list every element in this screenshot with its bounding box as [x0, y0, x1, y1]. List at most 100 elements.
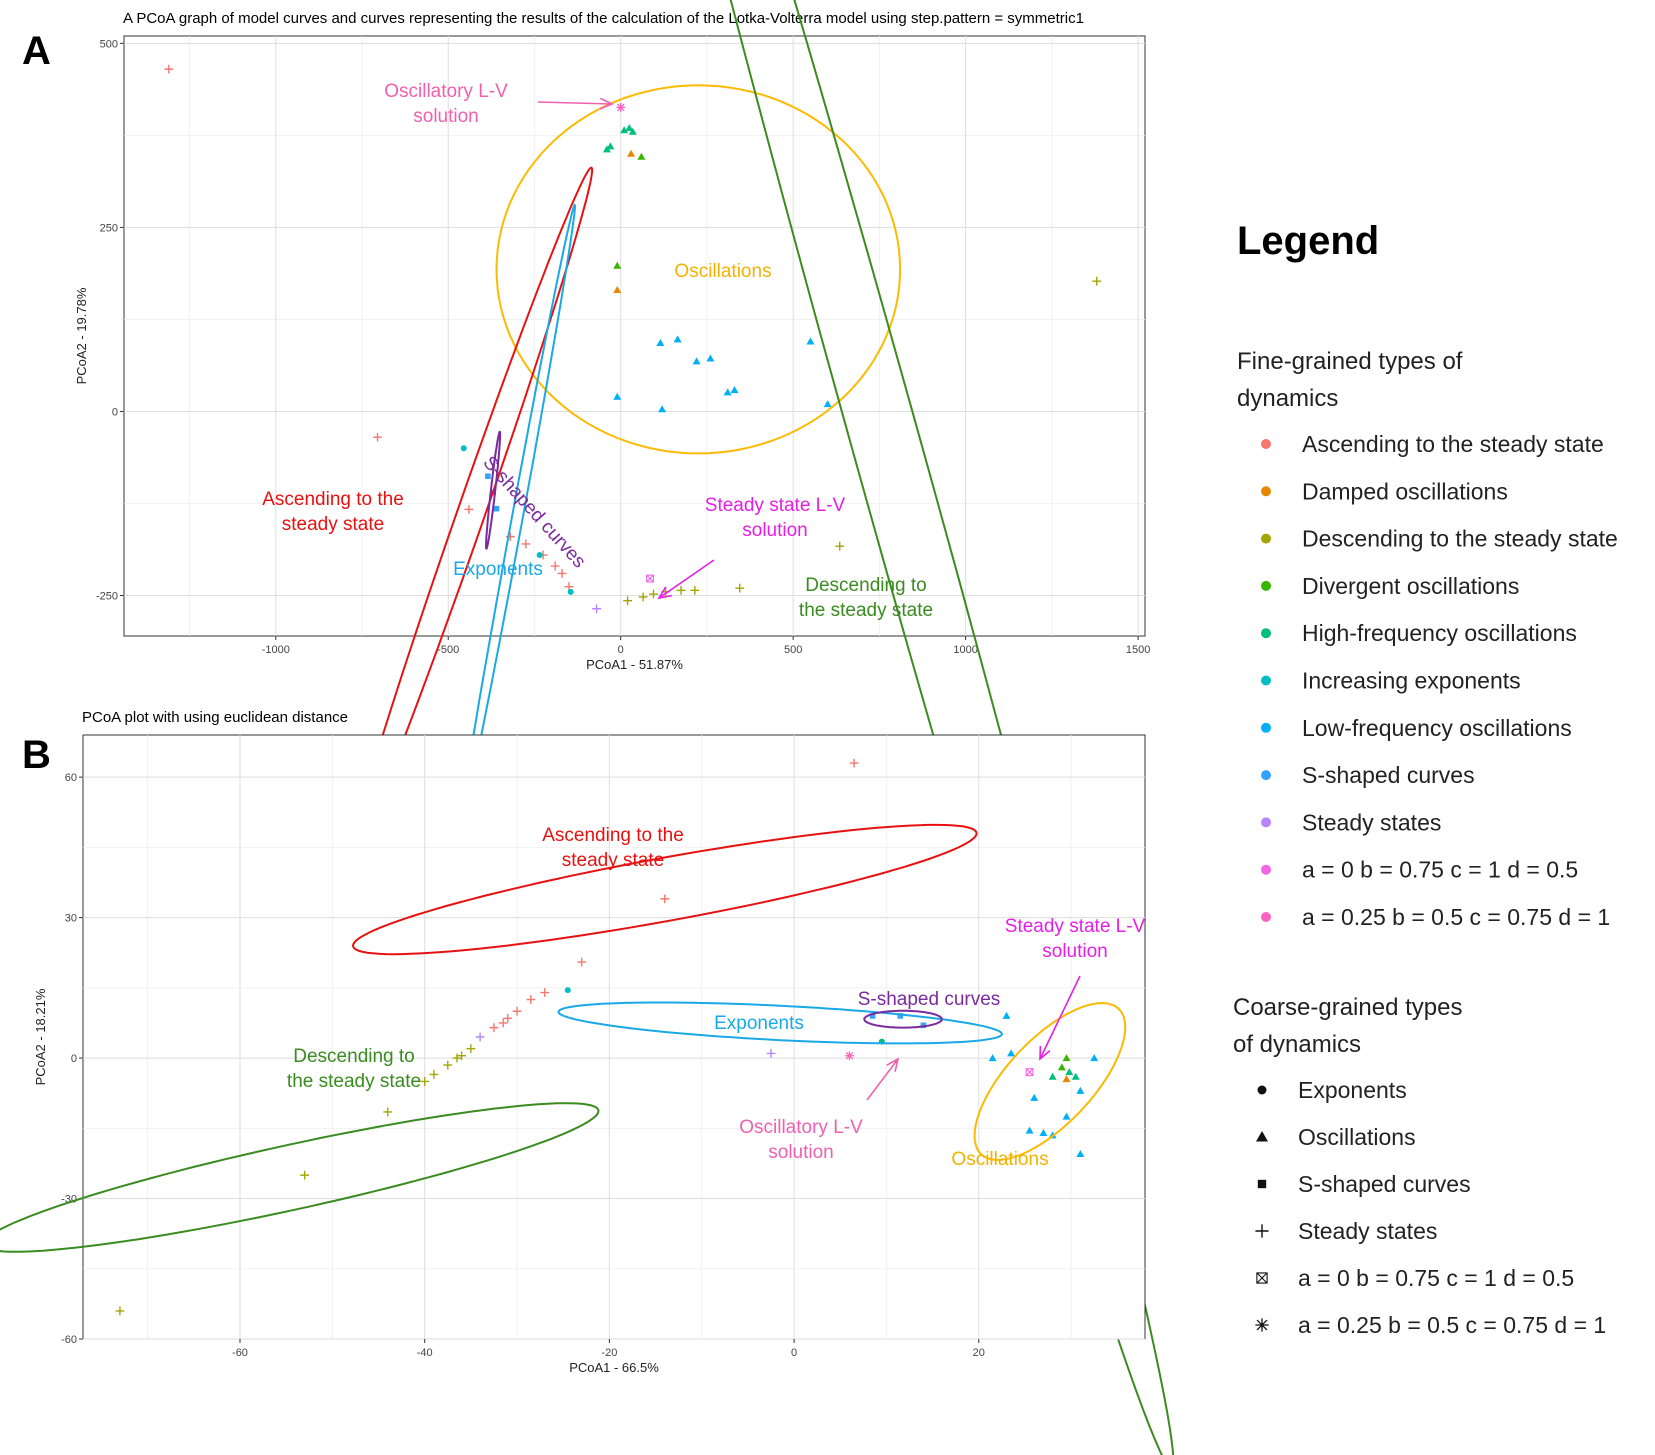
chart-a-point-ascending-to-the-steady-state	[164, 64, 174, 74]
chart-a-x-tick-label: 1000	[953, 644, 977, 656]
legend-shape-a-0-b-0-75-c-1-d-0-5	[1256, 1272, 1268, 1284]
chart-b-point-high-frequency-oscillations	[1065, 1068, 1074, 1076]
chart-b-point-low-frequency-oscillations	[1007, 1049, 1016, 1057]
chart-a-point-low-frequency-oscillations	[692, 357, 701, 365]
chart-a-annotation-line: Oscillations	[674, 261, 771, 282]
chart-a-point-descending-to-the-steady-state	[1092, 276, 1102, 286]
legend-swatch-damped-oscillations	[1261, 486, 1271, 497]
legend-swatch-s-shaped-curves	[1261, 770, 1271, 781]
chart-b-y-tick-label: 0	[71, 1053, 77, 1065]
chart-a-point-descending-to-the-steady-state	[835, 541, 845, 551]
chart-b-ellipse-ascending-to-the-steady-state	[351, 823, 978, 956]
chart-a-point-low-frequency-oscillations	[658, 405, 667, 413]
chart-a-point-descending-to-the-steady-state	[649, 589, 658, 599]
chart-a-point-low-frequency-oscillations	[823, 400, 832, 408]
chart-a-x-tick-label: 0	[618, 644, 624, 656]
chart-b-point-s-shaped-curves	[897, 1013, 904, 1019]
chart-b-point-low-frequency-oscillations	[1076, 1086, 1085, 1094]
legend-coarse-item-s-shaped-curves: S-shaped curves	[1298, 1171, 1471, 1197]
chart-a-point-descending-to-the-steady-state	[638, 592, 648, 602]
chart-a-y-tick-label: 0	[112, 406, 118, 418]
chart-b-y-tick-label: 30	[65, 913, 77, 925]
legend-coarse-item-a-0-25-b-0-5-c-0-75-d-1: a = 0.25 b = 0.5 c = 0.75 d = 1	[1298, 1312, 1606, 1338]
chart-a-annotation-line: Oscillatory L-V	[384, 81, 508, 102]
chart-a-point-a-0-b-0-75-c-1-d-0-5	[646, 574, 654, 583]
legend-coarse-item-exponents: Exponents	[1298, 1077, 1407, 1103]
chart-a-point-divergent-oscillations	[637, 152, 646, 160]
chart-b-point-ascending-to-the-steady-state	[503, 1013, 513, 1023]
chart-b-point-low-frequency-oscillations	[1002, 1011, 1011, 1019]
chart-b-annotation-oscillations: Oscillations	[951, 1149, 1048, 1170]
chart-b-point-low-frequency-oscillations	[1025, 1126, 1034, 1134]
legend-title: Legend	[1237, 219, 1379, 263]
chart-a-point-high-frequency-oscillations	[606, 142, 615, 150]
chart-b-ellipse-descending-to-the-steady-state	[0, 1102, 600, 1253]
chart-b-annotation-s-shaped-curves: S-shaped curves	[858, 989, 1001, 1010]
legend-item-a-0-b-0-75-c-1-d-0-5: a = 0 b = 0.75 c = 1 d = 0.5	[1302, 857, 1578, 883]
chart-b-annotation-line: solution	[768, 1142, 834, 1163]
chart-a-point-ascending-to-the-steady-state	[373, 432, 382, 442]
chart-a-annotation-line: Exponents	[453, 559, 543, 580]
chart-a-annotation-ascending-to-the-steady-state: Ascending to the steady state	[262, 489, 404, 535]
chart-a-point-increasing-exponents	[536, 552, 543, 559]
chart-b-annotation-line: the steady state	[287, 1071, 421, 1092]
chart-b-y-tick-label: -30	[61, 1194, 77, 1206]
chart-b-annotation-arrow	[1039, 975, 1081, 1060]
chart-b-x-tick-label: 0	[791, 1347, 797, 1359]
legend-item-ascending-to-the-steady-state: Ascending to the steady state	[1302, 431, 1604, 457]
chart-a-annotation-line: Descending to	[805, 575, 926, 596]
chart-a-annotation-line: steady state	[282, 514, 384, 535]
chart-a-annotation-descending-to-the-steady-state: Descending to the steady state	[799, 575, 933, 621]
chart-b-point-descending-to-the-steady-state	[452, 1053, 462, 1063]
chart-b-grid	[83, 735, 1145, 1340]
chart-a-point-low-frequency-oscillations	[656, 338, 665, 346]
chart-a-point-descending-to-the-steady-state	[676, 585, 686, 595]
chart-b-point-steady-states	[475, 1032, 485, 1042]
chart-a-point-divergent-oscillations	[613, 261, 622, 269]
chart-b-point-divergent-oscillations	[1062, 1054, 1071, 1062]
chart-b-annotation-exponents: Exponents	[714, 1013, 804, 1034]
chart-a-point-high-frequency-oscillations	[625, 124, 634, 132]
panel-a-letter: A	[22, 29, 51, 73]
chart-b-title: PCoA plot with using euclidean distance	[82, 709, 348, 726]
chart-b-point-ascending-to-the-steady-state	[512, 1006, 522, 1016]
chart-a-x-axis-label: PCoA1 - 51.87%	[586, 657, 683, 672]
legend-item-high-frequency-oscillations: High-frequency oscillations	[1302, 620, 1577, 646]
chart-b-point-ascending-to-the-steady-state	[489, 1023, 499, 1033]
chart-b-point-low-frequency-oscillations	[1039, 1128, 1048, 1136]
legend-swatch-divergent-oscillations	[1261, 580, 1271, 591]
chart-a-point-descending-to-the-steady-state	[623, 596, 633, 606]
chart-b-point-low-frequency-oscillations	[1090, 1054, 1099, 1062]
chart-a-point-ascending-to-the-steady-state	[550, 561, 560, 571]
chart-a-annotation-arrow	[658, 559, 715, 599]
chart-a-point-high-frequency-oscillations	[620, 126, 629, 134]
chart-b-ellipse-exponents	[557, 1001, 1003, 1045]
chart-a-point-ascending-to-the-steady-state	[464, 504, 474, 514]
chart-a-point-low-frequency-oscillations	[673, 335, 682, 343]
chart-a-annotation-steady-state-l-v-solution: Steady state L-V solution	[705, 495, 846, 541]
legend-item-a-0-25-b-0-5-c-0-75-d-1: a = 0.25 b = 0.5 c = 0.75 d = 1	[1302, 904, 1610, 930]
chart-b-point-descending-to-the-steady-state	[466, 1044, 476, 1054]
legend-swatch-descending-to-the-steady-state	[1261, 533, 1271, 544]
chart-b-point-low-frequency-oscillations	[1030, 1093, 1039, 1101]
chart-a-annotation-oscillations: Oscillations	[674, 261, 771, 282]
chart-b-ellipse-oscillations	[973, 1002, 1127, 1161]
chart-a-x-tick-label: -1000	[262, 644, 290, 656]
chart-b-point-low-frequency-oscillations	[988, 1054, 997, 1062]
legend-item-descending-to-the-steady-state: Descending to the steady state	[1302, 526, 1618, 552]
chart-b-annotation-line: Exponents	[714, 1013, 804, 1034]
chart-b-points	[115, 758, 1099, 1316]
chart-a-point-descending-to-the-steady-state	[735, 583, 745, 593]
chart-a-ellipse-oscillations	[495, 84, 902, 455]
legend-shape-steady-states	[1255, 1224, 1269, 1238]
legend-fine-heading: Fine-grained types of	[1237, 348, 1463, 375]
chart-b-x-tick-label: -40	[417, 1347, 433, 1359]
legend-item-s-shaped-curves: S-shaped curves	[1302, 762, 1475, 788]
chart-a-point-ascending-to-the-steady-state	[521, 539, 531, 549]
chart-b-point-descending-to-the-steady-state	[443, 1060, 453, 1070]
chart-a-y-tick-label: 250	[100, 222, 118, 234]
chart-a-points	[164, 64, 1102, 614]
legend-swatch-low-frequency-oscillations	[1261, 722, 1271, 733]
chart-b-point-ascending-to-the-steady-state	[498, 1018, 508, 1028]
